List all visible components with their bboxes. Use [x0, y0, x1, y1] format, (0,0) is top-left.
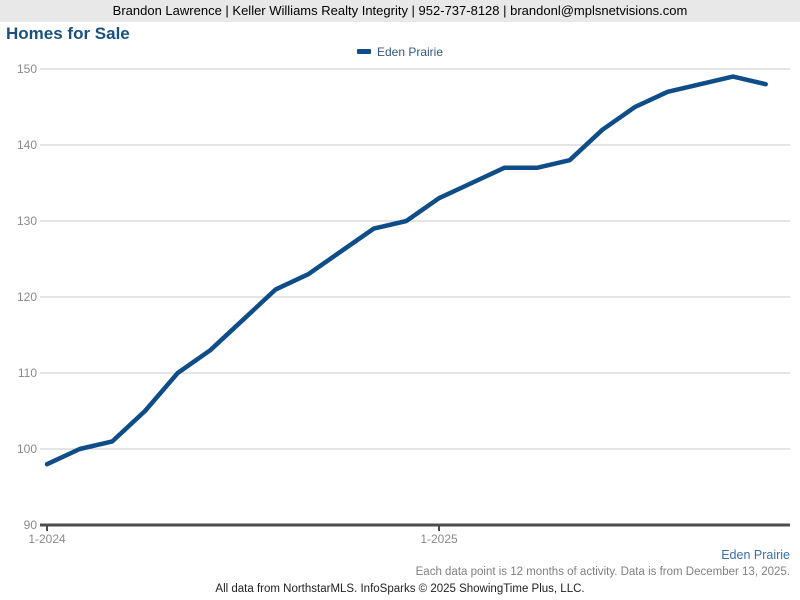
svg-text:90: 90: [24, 518, 38, 532]
svg-text:110: 110: [18, 366, 37, 380]
series-swatch-icon: [356, 49, 371, 54]
svg-text:140: 140: [17, 138, 37, 152]
gridlines: [40, 68, 790, 450]
footer-credit: All data from NorthstarMLS. InfoSparks ©…: [215, 583, 585, 595]
footer-series-label: Eden Prairie: [721, 548, 790, 562]
svg-text:130: 130: [17, 214, 37, 228]
svg-text:1-2024: 1-2024: [28, 532, 66, 546]
svg-text:120: 120: [17, 290, 37, 304]
chart-legend[interactable]: Eden Prairie: [0, 44, 800, 59]
y-axis-labels: 90 100 110 120 130 140 150: [17, 62, 37, 532]
x-axis-labels: 1-2024 1-2025: [28, 525, 458, 546]
svg-text:1-2025: 1-2025: [420, 532, 458, 546]
chart-canvas: 90 100 110 120 130 140 150 1-2024 1-2025: [17, 62, 790, 546]
page-title: Homes for Sale: [6, 24, 130, 43]
svg-text:150: 150: [17, 62, 37, 76]
svg-text:100: 100: [17, 442, 37, 456]
legend-series-label: Eden Prairie: [376, 44, 444, 59]
footer-disclaimer: Each data point is 12 months of activity…: [415, 566, 790, 578]
series-line-eden-prairie: [44, 74, 768, 467]
homes-for-sale-chart: 90 100 110 120 130 140 150 1-2024 1-2025: [17, 62, 790, 546]
agent-contact-header: Brandon Lawrence | Keller Williams Realt…: [0, 0, 800, 22]
